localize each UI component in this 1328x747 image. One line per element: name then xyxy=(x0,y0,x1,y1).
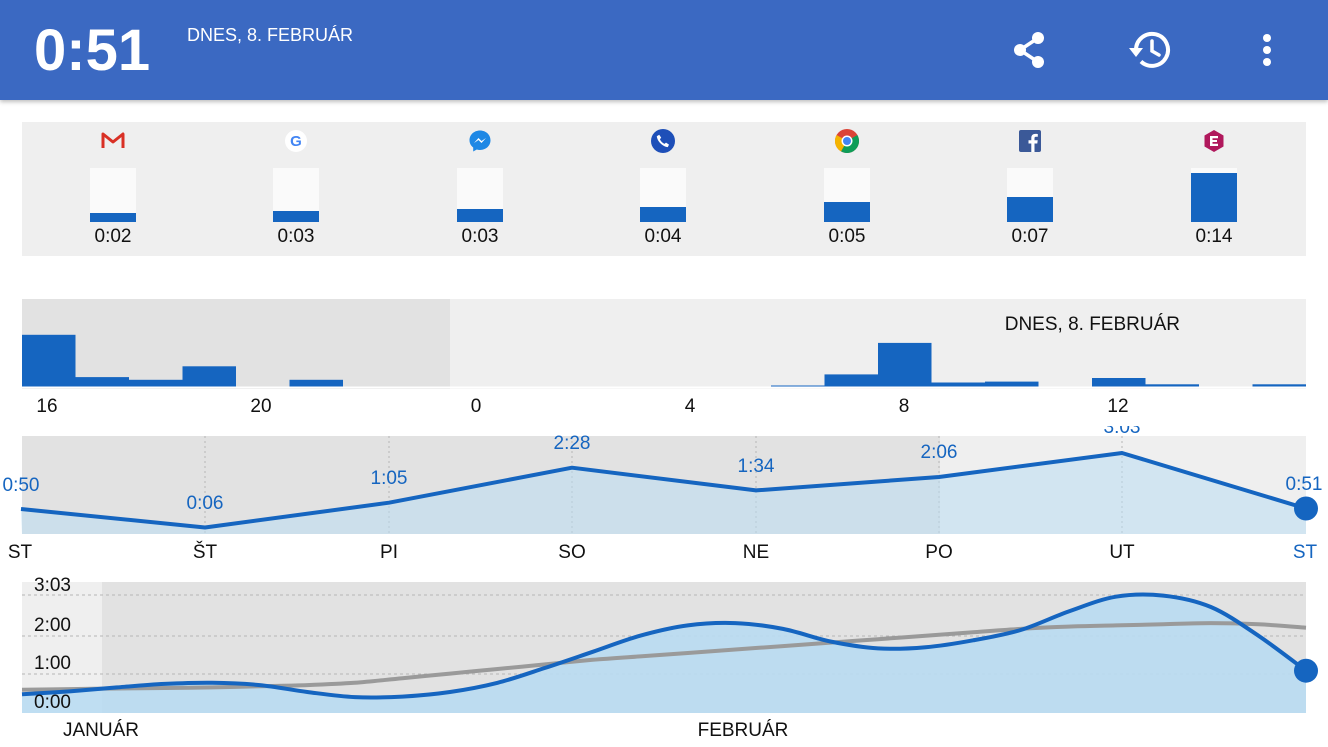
weekly-day-label: ŠT xyxy=(193,541,218,563)
history-icon xyxy=(1129,31,1170,68)
weekly-line xyxy=(20,451,1307,530)
app-messenger[interactable]: 0:03 xyxy=(440,122,520,256)
app-usage-bar-track xyxy=(824,168,870,222)
weekly-usage-chart[interactable]: 0:50 0:06 1:05 2:28 1:34 2:06 3:03 0:51 … xyxy=(0,426,1328,566)
weekly-day-label-today: ST xyxy=(1293,542,1318,563)
trend-average-line xyxy=(21,621,1307,692)
google-icon: G xyxy=(285,130,307,152)
weekly-value-label: 1:05 xyxy=(371,468,408,489)
hourly-bar xyxy=(182,366,236,387)
ebook-icon xyxy=(1204,130,1224,152)
header-date: DNES, 8. FEBRUÁR xyxy=(187,25,354,45)
hourly-bar xyxy=(878,342,932,387)
app-usage-bar-track xyxy=(90,168,136,222)
hourly-usage-chart[interactable]: DNES, 8. FEBRUÁR 16 20 0 4 8 12 xyxy=(0,296,1328,418)
app-usage-bar-track xyxy=(457,168,503,222)
hourly-date-label: DNES, 8. FEBRUÁR xyxy=(1005,314,1180,335)
hourly-tick-label: 8 xyxy=(899,396,910,417)
app-usage-time: 0:14 xyxy=(1195,226,1233,247)
weekly-day-label: UT xyxy=(1109,542,1135,563)
weekly-day-label: NE xyxy=(743,542,769,563)
hourly-bar xyxy=(931,382,985,387)
app-usage-bar-track xyxy=(273,168,319,222)
app-usage-bar xyxy=(90,213,136,222)
hourly-tick-label: 20 xyxy=(250,396,271,417)
app-usage-time: 0:07 xyxy=(1011,226,1049,247)
weekly-value-label: 1:34 xyxy=(738,456,775,477)
weekly-value-label: 2:06 xyxy=(921,442,958,463)
trend-month-label: FEBRUÁR xyxy=(698,720,789,741)
app-usage-time: 0:03 xyxy=(277,226,315,247)
weekly-current-point[interactable] xyxy=(1294,496,1318,521)
app-usage-time: 0:05 xyxy=(828,226,866,247)
trend-y-label: 0:00 xyxy=(34,692,71,713)
trend-usage-chart[interactable]: 3:03 2:00 1:00 0:00 JANUÁR FEBRUÁR xyxy=(0,570,1328,747)
weekly-value-label: 0:50 xyxy=(3,475,40,496)
app-usage-panel: 0:02 G 0:03 0:03 0:04 xyxy=(22,122,1306,256)
app-ebook[interactable]: 0:14 xyxy=(1174,122,1254,256)
history-button[interactable] xyxy=(1120,20,1180,80)
trend-month-label: JANUÁR xyxy=(63,720,139,741)
app-usage-time: 0:04 xyxy=(644,226,682,247)
app-usage-time: 0:02 xyxy=(94,226,132,247)
weekly-value-label: 0:51 xyxy=(1286,474,1323,495)
trend-current-point[interactable] xyxy=(1294,658,1318,683)
hourly-tick-label: 16 xyxy=(36,396,57,417)
trend-y-label: 2:00 xyxy=(34,615,71,636)
app-usage-bar xyxy=(273,211,319,222)
app-facebook[interactable]: 0:07 xyxy=(990,122,1070,256)
app-header: 0:51 DNES, 8. FEBRUÁR xyxy=(0,0,1328,100)
hourly-tick-label: 0 xyxy=(471,396,482,417)
more-vert-icon xyxy=(1263,34,1271,66)
app-phone[interactable]: 0:04 xyxy=(623,122,703,256)
hourly-bar xyxy=(824,374,878,387)
weekly-value-label: 3:03 xyxy=(1104,426,1141,438)
app-gmail[interactable]: 0:02 xyxy=(73,122,153,256)
app-usage-bar-track xyxy=(640,168,686,222)
weekly-value-label: 2:28 xyxy=(554,433,591,454)
hourly-tick-label: 4 xyxy=(685,396,696,417)
hourly-bar xyxy=(129,379,183,387)
gmail-icon xyxy=(101,132,125,148)
app-usage-bar xyxy=(824,202,870,222)
app-usage-bar xyxy=(1007,197,1053,222)
share-icon xyxy=(1014,32,1044,68)
hourly-bar xyxy=(289,379,343,387)
hourly-bar xyxy=(771,385,825,387)
hourly-bar xyxy=(985,381,1039,387)
app-usage-time: 0:03 xyxy=(461,226,499,247)
app-usage-bar xyxy=(640,207,686,222)
today-total-time: 0:51 xyxy=(34,18,151,83)
hourly-tick-label: 12 xyxy=(1107,396,1128,417)
app-chrome[interactable]: 0:05 xyxy=(807,122,887,256)
app-usage-bar-track xyxy=(1007,168,1053,222)
chrome-icon xyxy=(835,129,859,153)
svg-text:G: G xyxy=(290,133,302,150)
messenger-icon xyxy=(469,130,491,152)
hourly-bar xyxy=(22,334,76,387)
weekly-area xyxy=(21,453,1306,534)
trend-y-label: 3:03 xyxy=(34,575,71,596)
hourly-bar xyxy=(75,377,129,387)
phone-icon xyxy=(651,129,675,153)
trend-y-label: 1:00 xyxy=(34,653,71,674)
app-usage-bar-track xyxy=(1191,168,1237,222)
trend-line xyxy=(21,592,1308,700)
app-usage-bar xyxy=(457,209,503,222)
weekly-day-label: PO xyxy=(925,542,952,563)
hourly-bar xyxy=(1092,378,1146,387)
more-options-button[interactable] xyxy=(1237,20,1297,80)
weekly-day-label: SO xyxy=(558,542,585,563)
app-usage-bar xyxy=(1191,173,1237,222)
app-google[interactable]: G 0:03 xyxy=(256,122,336,256)
weekly-day-label: ST xyxy=(8,542,33,563)
weekly-day-label: PI xyxy=(380,542,398,563)
facebook-icon xyxy=(1019,130,1041,152)
hourly-bar xyxy=(1145,384,1199,387)
share-button[interactable] xyxy=(999,20,1059,80)
weekly-value-label: 0:06 xyxy=(187,493,224,514)
hourly-bar xyxy=(1252,384,1306,387)
